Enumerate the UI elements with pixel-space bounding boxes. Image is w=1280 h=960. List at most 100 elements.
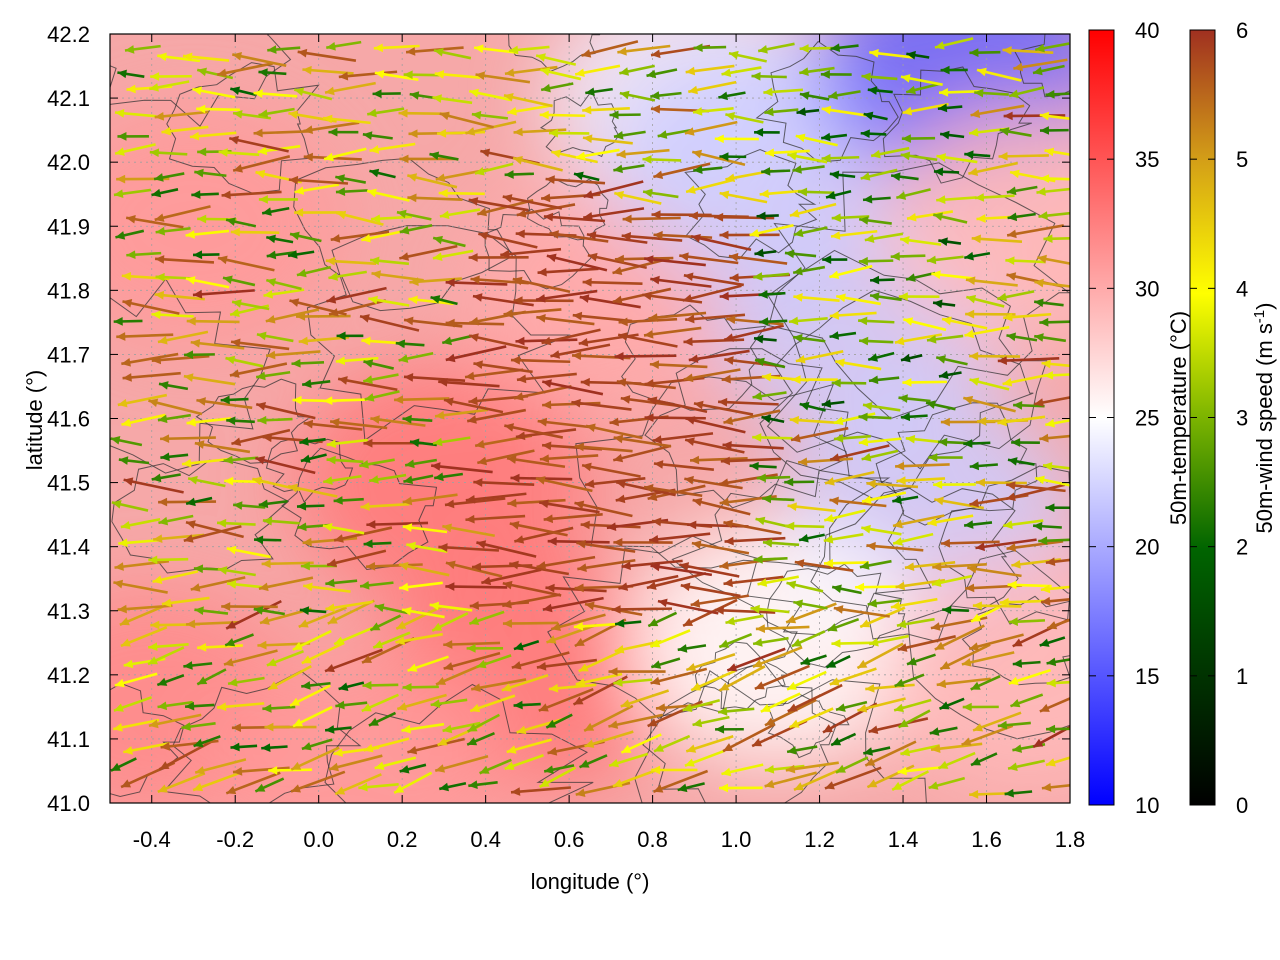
wind-vector	[538, 687, 594, 712]
wind-vector-head	[504, 68, 515, 77]
wind-vector-head	[294, 186, 305, 195]
wind-vector	[679, 563, 740, 578]
wind-vector	[541, 328, 601, 345]
wind-vector	[253, 130, 310, 135]
wind-vector-head	[1039, 433, 1049, 443]
wind-vector-head	[575, 68, 585, 77]
wind-vector-head	[190, 583, 201, 592]
wind-vector-head	[725, 616, 736, 626]
wind-vector	[649, 532, 711, 542]
wind-vector-head	[193, 738, 204, 748]
wind-vector-head	[157, 784, 168, 793]
wind-vector-head	[1039, 703, 1050, 712]
wind-vector-head	[263, 290, 274, 299]
wind-vector-head	[231, 723, 241, 733]
wind-vector-head	[437, 737, 448, 746]
wind-vector-head	[890, 601, 901, 611]
wind-vector-head	[197, 642, 207, 652]
wind-vector-head	[301, 655, 312, 664]
wind-vector-head	[614, 352, 624, 361]
wind-vector-head	[752, 659, 763, 668]
wind-vector-head	[976, 214, 986, 223]
wind-vector-head	[715, 724, 725, 734]
wind-vector-head	[940, 661, 951, 670]
wind-vector-head	[657, 130, 668, 139]
wind-vector	[536, 658, 598, 669]
wind-vector-head	[574, 637, 585, 646]
wind-vector-head	[1046, 678, 1056, 688]
wind-vector-head	[402, 682, 412, 692]
wind-vector	[185, 521, 244, 539]
wind-vector-head	[939, 701, 950, 710]
wind-vector	[541, 380, 604, 396]
wind-vector	[615, 481, 676, 497]
wind-vector-head	[902, 378, 912, 387]
wind-vector-head	[398, 562, 409, 571]
wind-vector-head	[1012, 638, 1023, 647]
wind-vector-head	[585, 423, 596, 433]
wind-vector-head	[821, 132, 831, 142]
wind-vector	[652, 769, 709, 793]
wind-vector	[618, 317, 678, 324]
wind-vector-head	[648, 313, 658, 322]
wind-vector-head	[869, 292, 880, 301]
wind-vector-head	[253, 89, 263, 98]
wind-vector	[1046, 618, 1070, 630]
wind-vector-head	[900, 353, 911, 363]
wind-vector	[465, 514, 526, 522]
wind-vector-head	[298, 619, 309, 628]
wind-vector-head	[973, 723, 984, 732]
wind-vector-head	[859, 336, 869, 346]
wind-vector-head	[1035, 475, 1045, 485]
wind-vector-head	[289, 231, 300, 241]
wind-vector-head	[118, 538, 128, 548]
wind-vector-head	[938, 237, 948, 246]
wind-vector	[726, 317, 784, 326]
wind-vector-head	[794, 559, 805, 568]
wind-vector	[154, 257, 215, 264]
wind-vector	[225, 771, 281, 795]
wind-vector	[538, 501, 600, 514]
wind-vector	[615, 488, 676, 502]
contour-line	[766, 249, 1048, 470]
wind-vector-head	[220, 395, 230, 405]
y-tick-label: 41.6	[47, 407, 90, 432]
wind-vector-head	[824, 514, 835, 523]
wind-vector-head	[193, 782, 204, 792]
wind-vector-head	[900, 151, 911, 161]
wind-vector-head	[582, 277, 592, 287]
y-tick-label: 42.0	[47, 150, 90, 175]
wind-vector-head	[581, 49, 592, 58]
wind-vector-head	[724, 333, 734, 342]
wind-vector-head	[323, 396, 333, 406]
wind-vector	[117, 604, 173, 611]
wind-vector	[507, 498, 566, 505]
wind-vector-head	[231, 437, 242, 446]
wind-colorbar-ticks: 0 1 2 3 4 5 6	[1190, 18, 1248, 818]
wind-vector-head	[124, 45, 135, 54]
wind-vector-head	[861, 495, 872, 505]
wind-vector	[473, 480, 535, 486]
wind-vector-head	[113, 317, 123, 326]
wind-vector-head	[477, 207, 488, 217]
wind-vector	[230, 340, 290, 351]
wind-vector-head	[256, 331, 267, 341]
wind-vector-head	[574, 500, 585, 510]
wind-vector-head	[718, 397, 728, 407]
wind-vector-head	[117, 604, 127, 614]
wind-vector	[895, 463, 950, 468]
wind-vector-head	[233, 110, 243, 119]
wind-vector-head	[897, 766, 907, 776]
wind-vector-head	[469, 601, 480, 610]
wind-vector-head	[222, 275, 233, 285]
contour-line	[766, 563, 906, 668]
wind-colorbar-label: 6	[1236, 18, 1248, 43]
x-tick-label: -0.2	[216, 827, 254, 852]
wind-vector	[116, 333, 174, 339]
wind-vector	[643, 326, 702, 337]
wind-vector-head	[303, 419, 314, 429]
y-tick-label: 41.7	[47, 342, 90, 367]
wind-vector-head	[1003, 520, 1013, 529]
wind-vector-head	[655, 703, 666, 713]
